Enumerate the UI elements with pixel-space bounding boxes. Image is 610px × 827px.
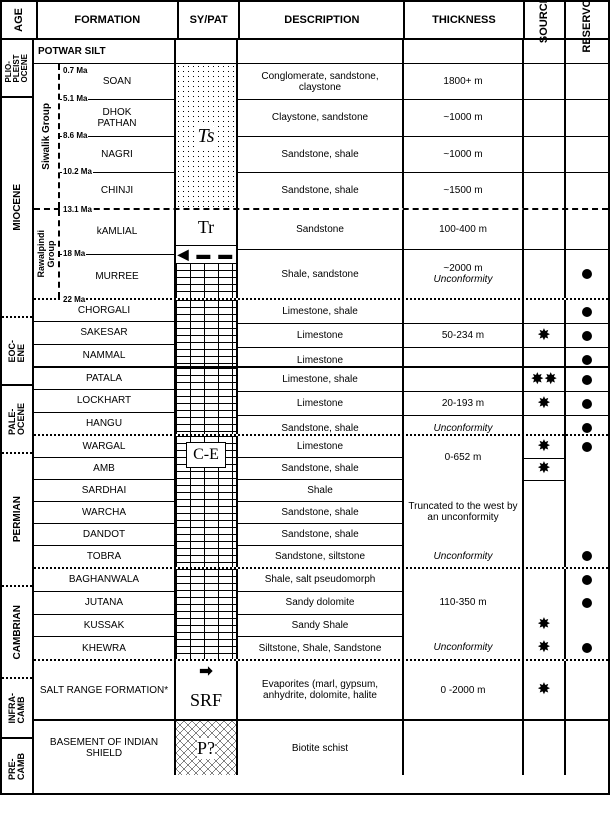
sy-ts: Ts	[197, 125, 214, 148]
paleocene-block: PATALA LOCKHART HANGU Limestone, shale✸✸…	[34, 368, 608, 436]
header-row: AGE FORMATION SY/PAT DESCRIPTION THICKNE…	[2, 2, 608, 40]
infracamb-row: SALT RANGE FORMATION* ➡ SRF Evaporites (…	[34, 661, 608, 721]
reservoir-dot-icon	[582, 269, 592, 279]
source-star-icon: ✸	[537, 328, 550, 344]
sy-p: P?	[197, 738, 215, 759]
hdr-reservoir: RESERVOIR	[566, 2, 608, 38]
cambrian-block: BAGHANWALA JUTANA KUSSAK KHEWRA Shale, s…	[34, 569, 608, 661]
sypat-siwalik: Ts	[176, 64, 238, 208]
hdr-age: AGE	[2, 2, 38, 38]
rawalpindi-block: Rawalpindi Group kAMLIAL 18 MaMURREE22 M…	[34, 210, 608, 300]
hdr-thickness: THICKNESS	[405, 2, 524, 38]
hdr-formation: FORMATION	[38, 2, 179, 38]
precamb-row: BASEMENT OF INDIAN SHIELD P? Biotite sch…	[34, 721, 608, 775]
chart-body: PLIO-PLEISTOCENE MIOCENE EOC-ENE PALE-OC…	[2, 40, 608, 793]
fm-potwar: POTWAR SILT	[34, 40, 176, 63]
eocene-block: CHORGALI SAKESAR NAMMAL Limestone, shale…	[34, 300, 608, 368]
arrow-right-icon: ➡	[176, 661, 236, 681]
group-rawalpindi: Rawalpindi Group	[36, 230, 56, 278]
hdr-description: DESCRIPTION	[240, 2, 405, 38]
hdr-sypat: SY/PAT	[179, 2, 241, 38]
hdr-source: SOURCE	[525, 2, 567, 38]
row-potwar: POTWAR SILT	[34, 40, 608, 64]
siwalik-block: Siwalik Group 0.7 MaSOAN 5.1 MaDHOK PATH…	[34, 64, 608, 210]
age-column: PLIO-PLEISTOCENE MIOCENE EOC-ENE PALE-OC…	[2, 40, 34, 793]
stratigraphic-chart: AGE FORMATION SY/PAT DESCRIPTION THICKNE…	[0, 0, 610, 795]
sy-ce: C-E	[186, 442, 226, 468]
permian-block: WARGAL AMB SARDHAI WARCHA DANDOT TOBRA C…	[34, 436, 608, 569]
sy-srf: SRF	[190, 681, 222, 719]
dash-arrow-icon: ◀ ▬ ▬	[178, 246, 235, 263]
content-column: POTWAR SILT Siwalik Group 0.7 MaSOAN 5.1…	[34, 40, 608, 793]
group-siwalik: Siwalik Group	[41, 103, 52, 170]
sy-tr: Tr	[176, 210, 236, 246]
sypat-rawalpindi: Tr ◀ ▬ ▬	[176, 210, 238, 298]
